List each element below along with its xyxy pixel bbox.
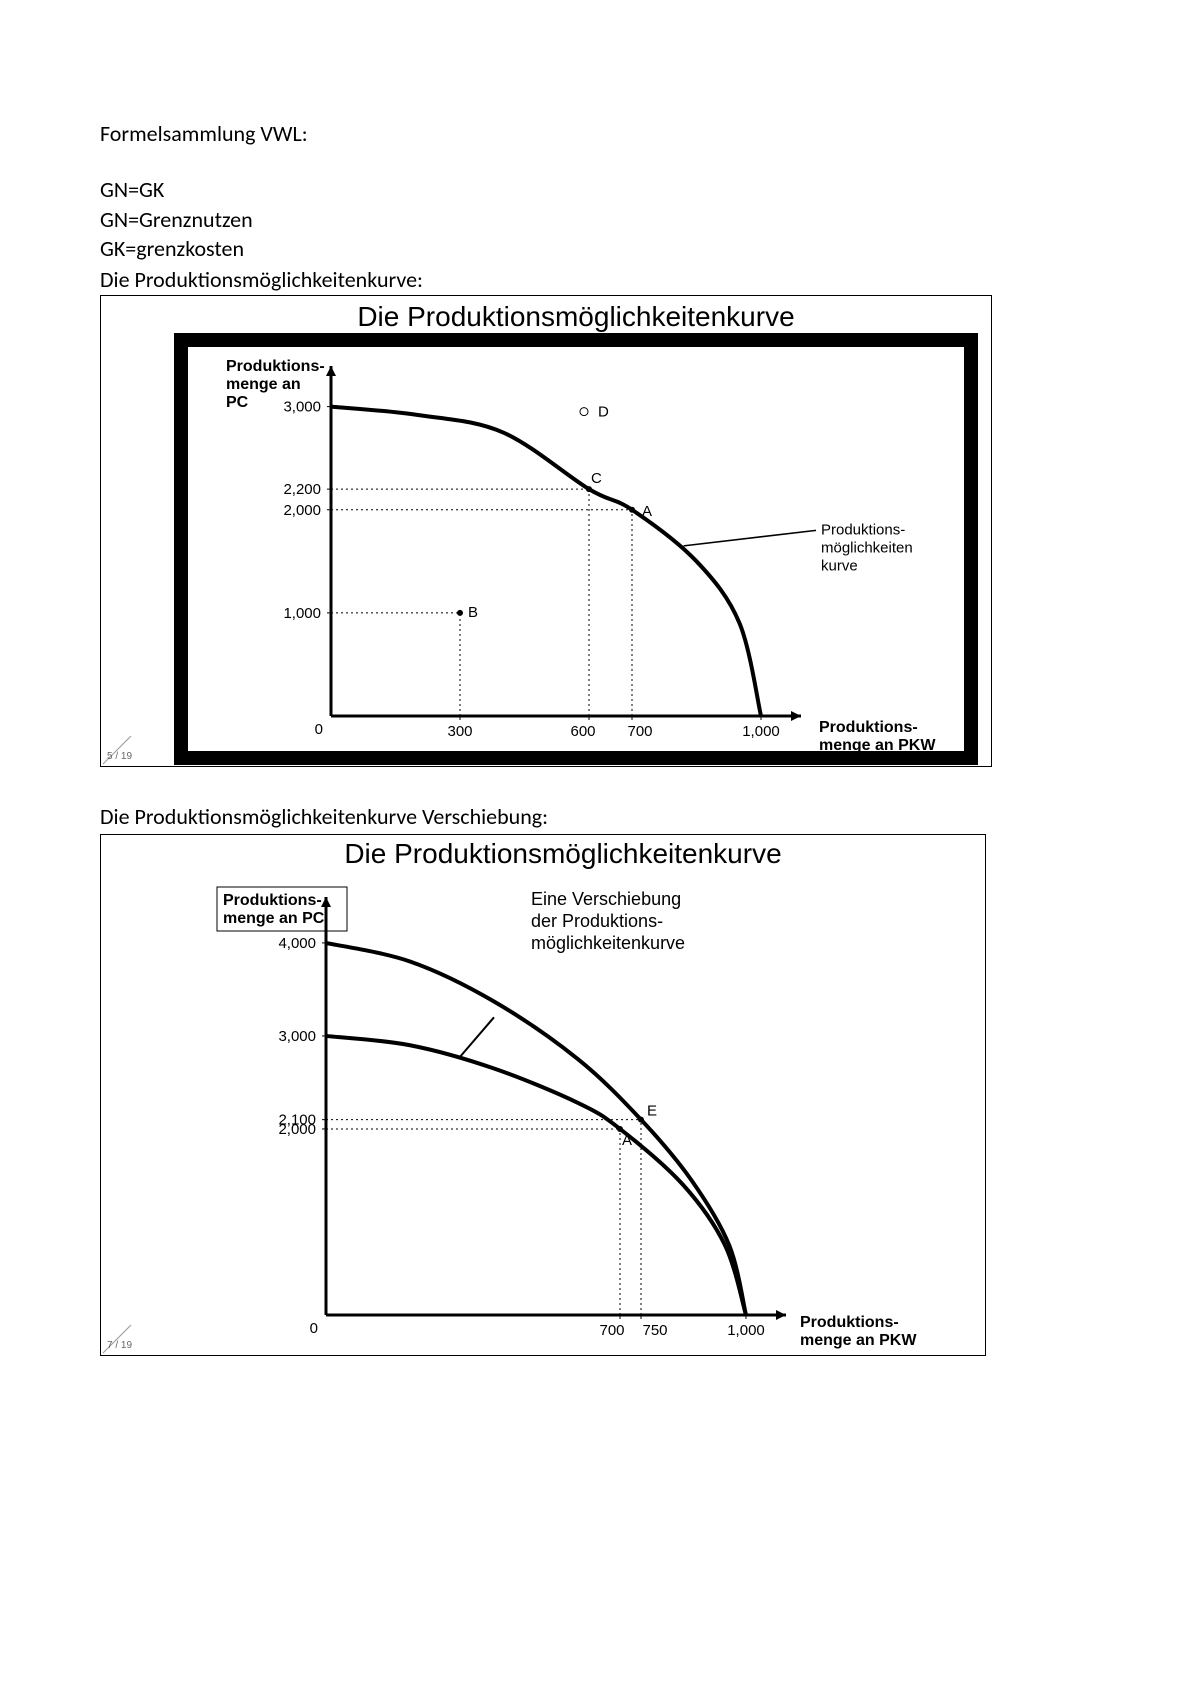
svg-text:menge an: menge an [226, 376, 301, 393]
svg-text:Produktions-: Produktions- [226, 358, 325, 375]
svg-text:1,000: 1,000 [742, 723, 780, 740]
document-page: Formelsammlung VWL: GN=GK GN=Grenznutzen… [0, 0, 1200, 1416]
svg-text:C: C [591, 470, 602, 487]
svg-text:2,000: 2,000 [283, 502, 321, 519]
chart-2-slide-num: 7 / 19 [107, 1340, 132, 1351]
svg-text:A: A [642, 503, 652, 520]
svg-text:3,000: 3,000 [278, 1028, 316, 1045]
chart-1-svg: Die Produktionsmöglichkeitenkurve Produkt… [101, 296, 991, 766]
svg-text:4,000: 4,000 [278, 935, 316, 952]
svg-text:Die Produktionsmöglichkeitenku: Die Produktionsmöglichkeitenkurve [344, 838, 781, 869]
svg-text:menge an PKW: menge an PKW [819, 737, 936, 754]
chart-2-frame: Die Produktionsmöglichkeitenkurve Produkt… [100, 834, 986, 1356]
svg-text:menge an PC: menge an PC [223, 910, 325, 927]
svg-text:B: B [468, 604, 478, 621]
chart-2-svg: Die Produktionsmöglichkeitenkurve Produkt… [101, 835, 985, 1355]
chart-1-slide-num: 5 / 19 [107, 751, 132, 762]
formula-3: GK=grenzkosten [100, 234, 1100, 264]
svg-text:möglichkeiten: möglichkeiten [821, 539, 913, 556]
svg-text:3,000: 3,000 [283, 399, 321, 416]
svg-text:möglichkeitenkurve: möglichkeitenkurve [531, 933, 685, 953]
section-2-label: Die Produktionsmöglichkeitenkurve Versch… [100, 803, 1100, 830]
svg-text:Eine Verschiebung: Eine Verschiebung [531, 889, 681, 909]
svg-text:Die Produktionsmöglichkeitenku: Die Produktionsmöglichkeitenkurve [357, 301, 794, 332]
svg-text:1,000: 1,000 [727, 1322, 765, 1339]
svg-text:0: 0 [315, 721, 323, 738]
formula-2: GN=Grenznutzen [100, 205, 1100, 235]
svg-text:700: 700 [599, 1322, 624, 1339]
svg-text:750: 750 [642, 1322, 667, 1339]
svg-text:Produktions-: Produktions- [821, 521, 905, 538]
svg-text:1,000: 1,000 [283, 605, 321, 622]
svg-text:D: D [598, 404, 609, 421]
svg-text:menge an PKW: menge an PKW [800, 1332, 917, 1349]
doc-title: Formelsammlung VWL: [100, 120, 1100, 147]
svg-text:der Produktions-: der Produktions- [531, 911, 663, 931]
svg-text:Produktions-: Produktions- [819, 719, 918, 736]
chart-1-frame: Die Produktionsmöglichkeitenkurve Produkt… [100, 295, 992, 767]
section-1-label: Die Produktionsmöglichkeitenkurve: [100, 266, 1100, 293]
svg-text:2,200: 2,200 [283, 481, 321, 498]
svg-text:300: 300 [447, 723, 472, 740]
svg-text:2,000: 2,000 [278, 1121, 316, 1138]
svg-text:700: 700 [627, 723, 652, 740]
svg-text:A: A [622, 1132, 632, 1149]
svg-text:kurve: kurve [821, 557, 858, 574]
svg-text:PC: PC [226, 394, 249, 411]
svg-text:Produktions-: Produktions- [800, 1314, 899, 1331]
svg-text:E: E [647, 1103, 657, 1120]
svg-text:Produktions-: Produktions- [223, 892, 322, 909]
svg-text:600: 600 [570, 723, 595, 740]
svg-text:0: 0 [310, 1320, 318, 1337]
formula-1: GN=GK [100, 175, 1100, 205]
